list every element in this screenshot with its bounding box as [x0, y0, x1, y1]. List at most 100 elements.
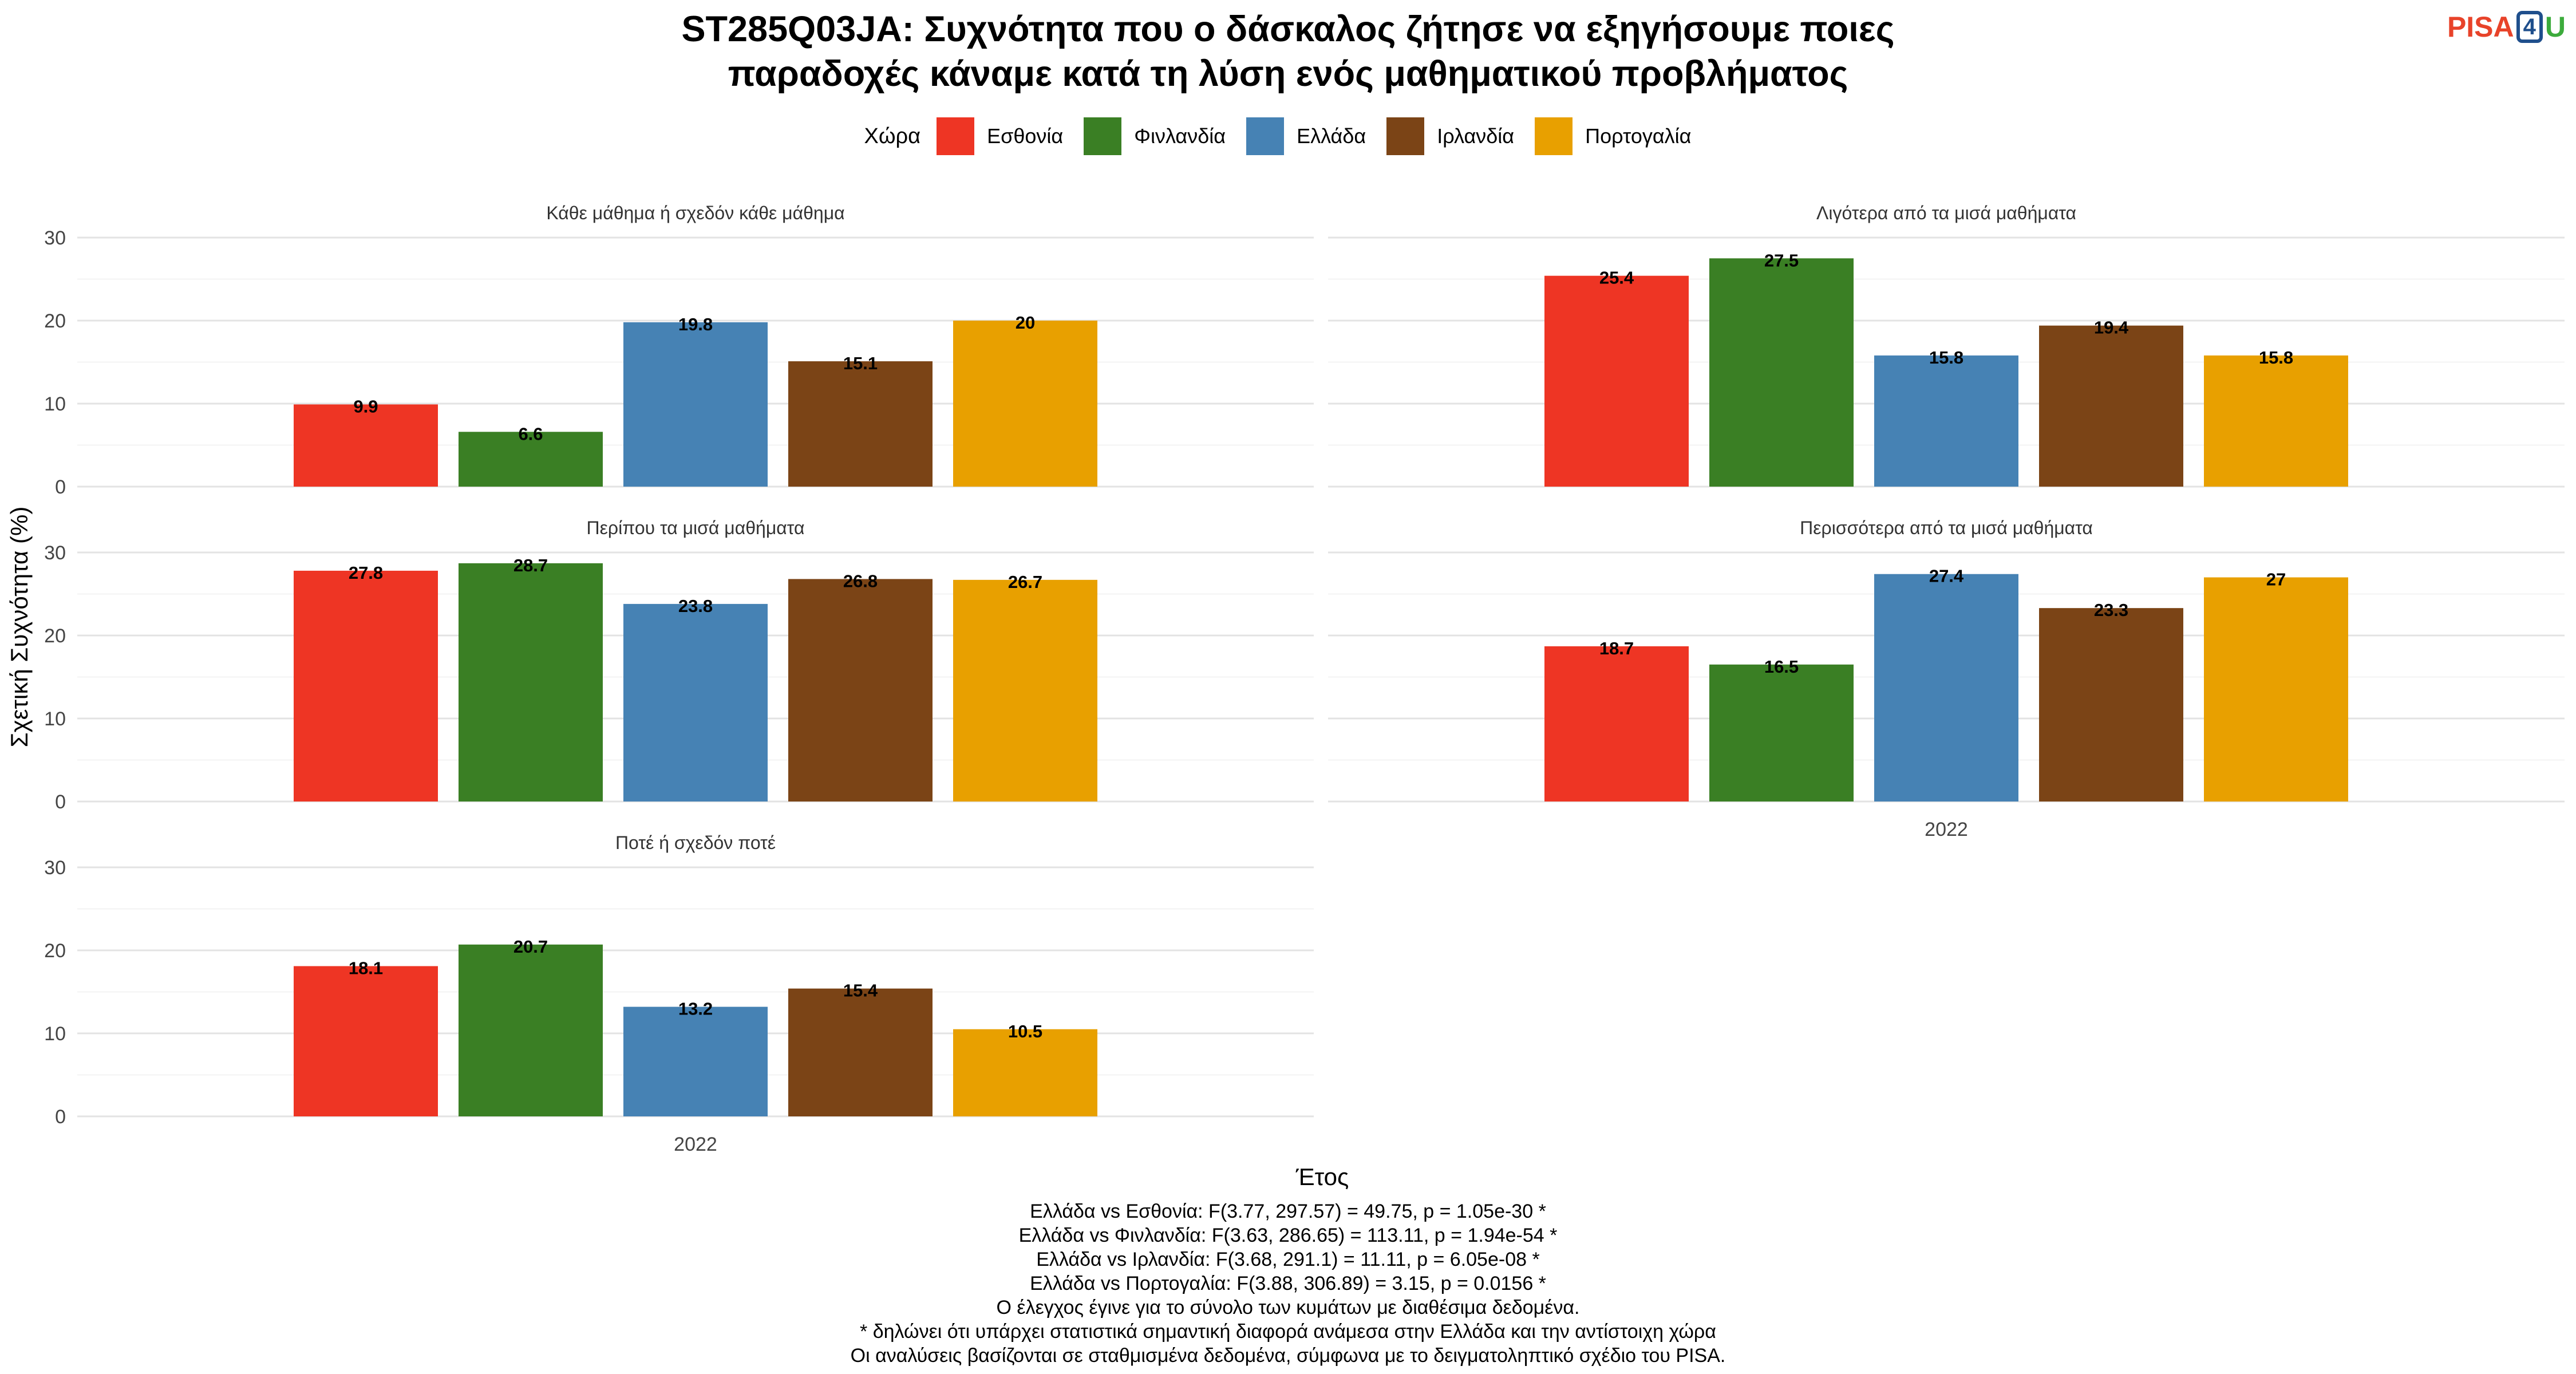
bar-value-label: 28.7: [513, 555, 548, 575]
legend-swatch: [1246, 117, 1285, 155]
logo-u-text: U: [2545, 11, 2566, 43]
y-tick-label: 30: [44, 857, 66, 879]
panel-title: Κάθε μάθημα ή σχεδόν κάθε μάθημα: [546, 203, 844, 223]
y-tick-label: 10: [44, 708, 66, 730]
footer-line: Οι αναλύσεις βασίζονται σε σταθμισμένα δ…: [850, 1345, 1726, 1367]
bar-value-label: 20: [1016, 313, 1035, 333]
bar-Ελλάδα: [623, 1006, 768, 1116]
bar-value-label: 13.2: [678, 999, 713, 1019]
bar-Φινλανδία: [459, 432, 603, 487]
y-tick-label: 20: [44, 940, 66, 962]
legend-item: Φινλανδία: [1084, 117, 1226, 155]
bar-value-label: 18.7: [1599, 638, 1634, 658]
bar-Πορτογαλία: [953, 1029, 1097, 1116]
bar-value-label: 27.4: [1929, 566, 1964, 586]
logo-four-text: 4: [2516, 11, 2543, 43]
legend-swatch: [1386, 117, 1425, 155]
bar-Φινλανδία: [1709, 258, 1854, 487]
bar-value-label: 9.9: [353, 396, 378, 416]
chart-area: Κάθε μάθημα ή σχεδόν κάθε μάθημα 0 10 20 30 9…: [6, 203, 2565, 1190]
bar-value-label: 6.6: [518, 424, 543, 444]
bar-value-label: 27.8: [349, 563, 383, 583]
bar-Ιρλανδία: [788, 361, 933, 487]
legend: Χώρα Εσθονία Φινλανδία Ελλάδα Ιρλανδία Πορτο…: [0, 117, 2576, 155]
bar-Εσθονία: [1544, 275, 1689, 487]
y-tick-label: 20: [44, 310, 66, 332]
legend-swatch: [1084, 117, 1122, 155]
panel-title: Λιγότερα από τα μισά μαθήματα: [1816, 203, 2076, 223]
bar-Ελλάδα: [1874, 574, 2018, 802]
bar-value-label: 27.5: [1764, 250, 1799, 270]
legend-swatch: [937, 117, 975, 155]
bar-value-label: 25.4: [1599, 268, 1634, 288]
bar-Ελλάδα: [1874, 355, 2018, 487]
legend-item: Πορτογαλία: [1535, 117, 1691, 155]
bar-Φινλανδία: [1709, 664, 1854, 802]
legend-item: Ελλάδα: [1246, 117, 1366, 155]
bar-value-label: 16.5: [1764, 657, 1799, 677]
legend-swatch: [1535, 117, 1573, 155]
panel-title: Περίπου τα μισά μαθήματα: [587, 518, 805, 538]
bar-value-label: 19.4: [2094, 318, 2129, 338]
y-tick-label: 0: [55, 1106, 66, 1128]
bar-Εσθονία: [294, 966, 438, 1116]
bar-value-label: 23.8: [678, 596, 713, 616]
pisa4u-logo: PISA 4 U: [2447, 10, 2566, 44]
bar-value-label: 23.3: [2094, 600, 2128, 620]
bar-Ιρλανδία: [788, 988, 933, 1116]
legend-label: Πορτογαλία: [1585, 124, 1692, 148]
bar-Πορτογαλία: [2204, 355, 2348, 487]
chart-title: ST285Q03JA: Συχνότητα που ο δάσκαλος ζήτ…: [0, 7, 2576, 96]
bar-value-label: 15.8: [1929, 348, 1963, 368]
legend-label: Ελλάδα: [1297, 124, 1366, 148]
bar-value-label: 20.7: [513, 937, 548, 957]
bar-Φινλανδία: [459, 944, 603, 1116]
bar-Πορτογαλία: [953, 321, 1097, 487]
legend-item: Ιρλανδία: [1386, 117, 1514, 155]
bar-Εσθονία: [294, 404, 438, 487]
bar-Ιρλανδία: [2039, 608, 2183, 802]
bar-Ελλάδα: [623, 322, 768, 487]
y-tick-label: 0: [55, 791, 66, 813]
bar-Εσθονία: [294, 570, 438, 802]
chart-title-line-1: ST285Q03JA: Συχνότητα που ο δάσκαλος ζήτ…: [681, 9, 1895, 49]
bar-Φινλανδία: [459, 563, 603, 802]
bar-value-label: 15.4: [843, 981, 878, 1001]
bar-Ιρλανδία: [2039, 325, 2183, 487]
bar-value-label: 15.1: [843, 353, 878, 373]
x-tick-label: 2022: [674, 1134, 717, 1155]
bar-Εσθονία: [1544, 646, 1689, 802]
y-tick-label: 30: [44, 542, 66, 564]
x-axis-title: Έτος: [1295, 1163, 1349, 1190]
footer-line: Ελλάδα vs Φινλανδία: F(3.63, 286.65) = 1…: [1018, 1225, 1558, 1246]
y-tick-label: 10: [44, 393, 66, 415]
footer-line: * δηλώνει ότι υπάρχει στατιστικά σημαντι…: [860, 1321, 1716, 1343]
bar-Πορτογαλία: [2204, 577, 2348, 802]
bar-value-label: 18.1: [349, 958, 383, 978]
bar-Ιρλανδία: [788, 579, 933, 802]
x-tick-label: 2022: [1925, 819, 1968, 840]
footer-line: Ελλάδα vs Πορτογαλία: F(3.88, 306.89) = …: [1030, 1273, 1546, 1294]
legend-label: Φινλανδία: [1134, 124, 1226, 148]
y-axis-title: Σχετική Συχνότητα (%): [6, 507, 33, 748]
panel-title: Ποτέ ή σχεδόν ποτέ: [615, 832, 776, 853]
bar-Ελλάδα: [623, 603, 768, 802]
bar-value-label: 19.8: [678, 314, 713, 334]
bar-value-label: 10.5: [1008, 1021, 1042, 1041]
y-tick-label: 30: [44, 227, 66, 249]
y-tick-label: 0: [55, 476, 66, 498]
footer-notes: Ελλάδα vs Εσθονία: F(3.77, 297.57) = 49.…: [0, 1199, 2576, 1368]
legend-title: Χώρα: [864, 124, 921, 148]
footer-line: Ελλάδα vs Ιρλανδία: F(3.68, 291.1) = 11.…: [1036, 1249, 1540, 1270]
bar-Πορτογαλία: [953, 579, 1097, 802]
legend-label: Εσθονία: [987, 124, 1064, 148]
footer-line: Ο έλεγχος έγινε για το σύνολο των κυμάτω…: [996, 1297, 1580, 1318]
bar-value-label: 26.8: [843, 571, 878, 591]
bar-value-label: 15.8: [2259, 348, 2293, 368]
legend-label: Ιρλανδία: [1437, 124, 1515, 148]
bar-value-label: 27: [2266, 570, 2286, 590]
logo-pisa-text: PISA: [2447, 11, 2514, 43]
chart-title-line-2: παραδοχές κάναμε κατά τη λύση ενός μαθημ…: [728, 54, 1848, 94]
footer-line: Ελλάδα vs Εσθονία: F(3.77, 297.57) = 49.…: [1030, 1201, 1546, 1222]
y-tick-label: 20: [44, 625, 66, 647]
